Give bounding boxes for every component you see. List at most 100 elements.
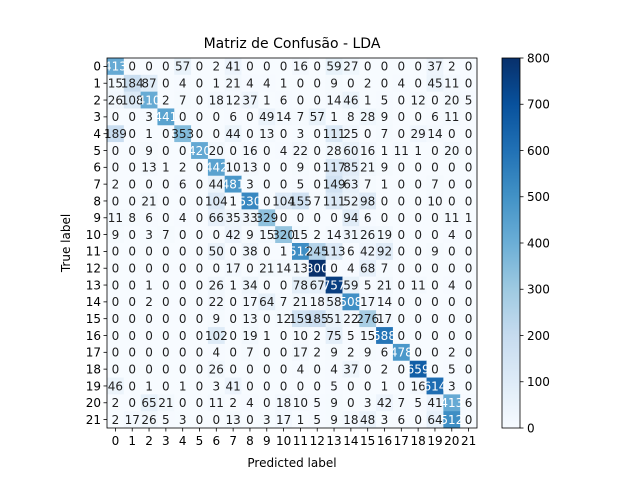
heatmap-cell [292, 293, 310, 311]
heatmap-cell [157, 209, 175, 227]
heatmap-cell [207, 91, 226, 109]
cell-value-label: 0 [414, 194, 422, 208]
heatmap-cell [376, 327, 394, 345]
cell-value-label: 0 [280, 127, 288, 141]
heatmap-cell [224, 276, 242, 294]
heatmap-cell [392, 226, 411, 244]
plot-frame [106, 57, 478, 429]
y-tick-label: 7 [93, 177, 101, 191]
heatmap-cell [342, 175, 360, 193]
heatmap-cell [392, 259, 411, 277]
y-tick-label: 3 [93, 110, 101, 124]
cell-value-label: 0 [179, 228, 187, 242]
cell-value-label: 7 [381, 127, 389, 141]
cell-value-label: 1 [145, 379, 153, 393]
heatmap-cell [308, 108, 326, 126]
heatmap-cell [224, 142, 242, 160]
heatmap-cell [426, 243, 444, 261]
heatmap-cell [241, 192, 259, 210]
heatmap-cell [292, 259, 310, 277]
x-axis-label: Predicted label [247, 456, 336, 470]
cell-value-label: 46 [108, 379, 123, 393]
cell-value-label: 0 [313, 362, 321, 376]
heatmap-cell [107, 175, 125, 193]
heatmap-cell [426, 91, 444, 109]
cell-value-label: 19 [377, 228, 392, 242]
cell-value-label: 9 [381, 110, 389, 124]
cell-value-label: 18 [276, 396, 291, 410]
cell-value-label: 6 [229, 110, 237, 124]
cell-value-label: 17 [276, 413, 291, 427]
heatmap-cell [241, 310, 259, 328]
cell-value-label: 0 [212, 228, 220, 242]
colorbar-tick-label: 300 [527, 283, 550, 297]
cell-value-label: 1 [364, 93, 372, 107]
cell-value-label: 0 [112, 194, 120, 208]
cell-value-label: 12 [276, 312, 291, 326]
cell-value-label: 442 [205, 161, 228, 175]
heatmap-cell [376, 411, 394, 429]
heatmap-cell [123, 226, 141, 244]
cell-value-label: 19 [242, 329, 257, 343]
cell-value-label: 0 [465, 194, 473, 208]
cell-value-label: 0 [397, 278, 405, 292]
heatmap-cell [342, 243, 360, 261]
heatmap-cell [191, 394, 209, 412]
heatmap-cell [258, 108, 276, 126]
heatmap-cell [376, 343, 394, 362]
cell-value-label: 4 [297, 362, 305, 376]
cell-value-label: 757 [323, 278, 346, 292]
heatmap-cell [392, 209, 411, 227]
heatmap-cell [426, 125, 444, 143]
heatmap-cell [359, 58, 377, 76]
heatmap-cell [157, 142, 175, 160]
cell-value-label: 0 [465, 278, 473, 292]
cell-value-label: 0 [280, 211, 288, 225]
heatmap-cell [308, 125, 326, 143]
heatmap-cell [275, 108, 293, 126]
heatmap-cell [325, 74, 343, 92]
cell-value-label: 3 [364, 396, 372, 410]
heatmap-cell [308, 310, 326, 328]
cell-value-label: 9 [330, 396, 338, 410]
cell-value-label: 1 [145, 278, 153, 292]
cell-value-label: 64 [427, 413, 442, 427]
heatmap-cell [460, 226, 478, 244]
cell-value-label: 0 [431, 262, 439, 276]
heatmap-cell [460, 125, 478, 143]
heatmap-cell [258, 411, 276, 429]
heatmap-cell [207, 125, 226, 143]
cell-value-label: 420 [188, 144, 211, 158]
cell-value-label: 26 [108, 93, 123, 107]
heatmap-cell [157, 310, 175, 328]
cell-value-label: 0 [128, 329, 136, 343]
heatmap-cell [376, 158, 394, 177]
cell-value-label: 0 [364, 379, 372, 393]
heatmap-cell [140, 108, 158, 126]
cell-value-label: 0 [465, 127, 473, 141]
cell-value-label: 0 [162, 329, 170, 343]
heatmap-cell [275, 74, 293, 92]
heatmap-cell [107, 158, 125, 177]
heatmap-cell [174, 310, 192, 328]
heatmap-cell [426, 142, 444, 160]
heatmap-cell [241, 209, 259, 227]
heatmap-cell [191, 293, 209, 311]
heatmap-cell [207, 343, 226, 362]
heatmap-cell [275, 91, 293, 109]
cell-value-label: 5 [330, 379, 338, 393]
heatmap-cell [207, 142, 226, 160]
cell-value-label: 0 [162, 245, 170, 259]
heatmap-cell [258, 394, 276, 412]
cell-value-label: 0 [263, 245, 271, 259]
y-tick-label: 14 [86, 295, 101, 309]
cell-value-label: 0 [431, 161, 439, 175]
heatmap-cell [426, 209, 444, 227]
heatmap-cell [157, 91, 175, 109]
cell-value-label: 0 [414, 312, 422, 326]
heatmap-cell [174, 142, 192, 160]
cell-value-label: 6 [179, 177, 187, 191]
heatmap-cell [207, 310, 226, 328]
heatmap-cell [409, 394, 427, 412]
heatmap-cell [123, 142, 141, 160]
